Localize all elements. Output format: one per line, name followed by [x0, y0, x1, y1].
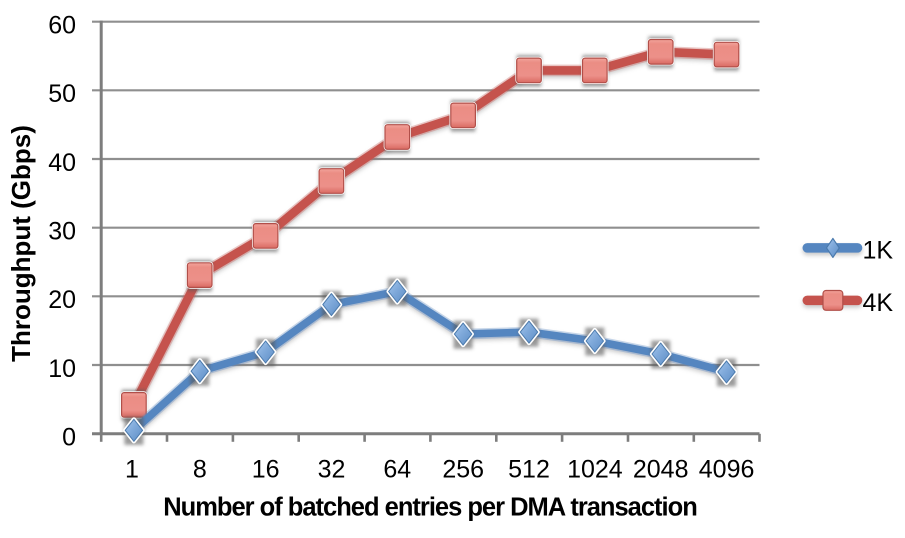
svg-text:1024: 1024 — [567, 455, 623, 483]
svg-text:Throughput (Gbps): Throughput (Gbps) — [6, 125, 36, 362]
svg-text:Number of batched entries per: Number of batched entries per DMA transa… — [163, 494, 697, 522]
svg-text:1: 1 — [125, 455, 139, 483]
svg-text:0: 0 — [62, 424, 76, 452]
svg-text:30: 30 — [48, 218, 76, 246]
svg-text:50: 50 — [48, 80, 76, 108]
svg-text:4096: 4096 — [699, 455, 755, 483]
svg-text:4K: 4K — [863, 289, 894, 317]
svg-text:16: 16 — [252, 455, 280, 483]
svg-text:1K: 1K — [863, 236, 894, 264]
svg-text:32: 32 — [318, 455, 346, 483]
svg-text:64: 64 — [383, 455, 411, 483]
svg-text:256: 256 — [442, 455, 484, 483]
svg-text:20: 20 — [48, 286, 76, 314]
svg-text:10: 10 — [48, 355, 76, 383]
svg-text:2048: 2048 — [633, 455, 689, 483]
svg-text:60: 60 — [48, 12, 76, 40]
svg-text:40: 40 — [48, 149, 76, 177]
svg-text:512: 512 — [508, 455, 550, 483]
svg-text:8: 8 — [193, 455, 207, 483]
